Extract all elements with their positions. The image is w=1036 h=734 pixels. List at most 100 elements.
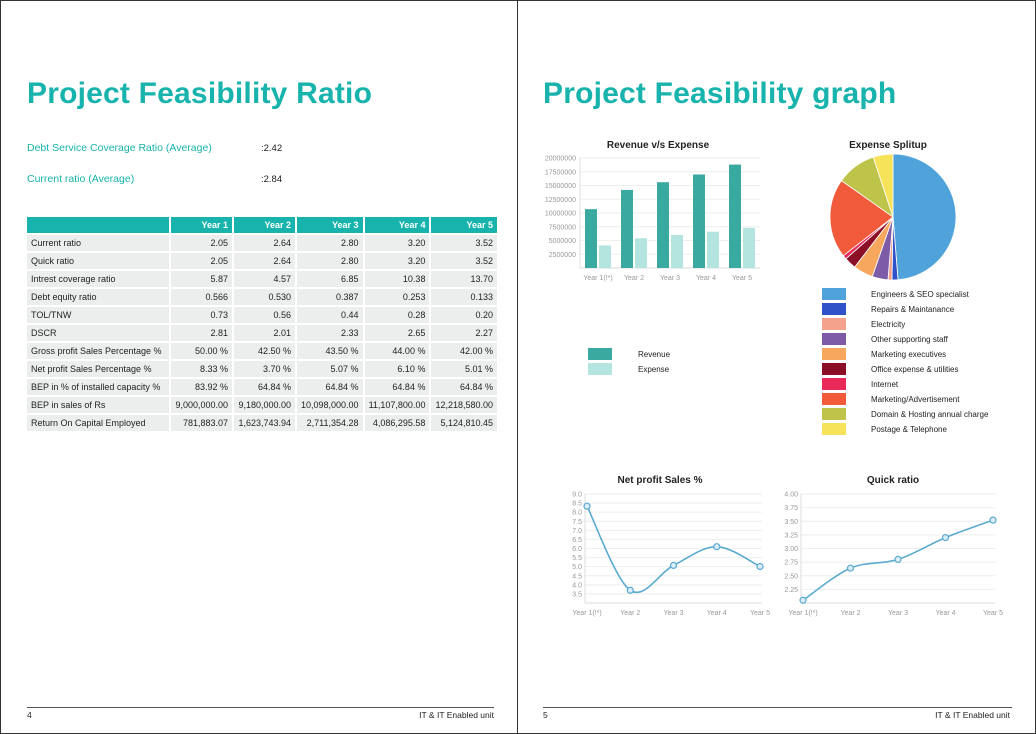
data-point: [626, 586, 634, 594]
legend-label: Domain & Hosting annual charge: [871, 410, 989, 419]
x-tick-label: Year 3: [664, 610, 684, 617]
quick-ratio-line-chart: 4.00 3.75 3.50 3.25 3.00 2.75 2.50 2.25 Year 1(!…: [784, 492, 1003, 618]
y-tick-label: 3.5: [572, 591, 582, 598]
table-cell: 43.50 %: [297, 343, 363, 359]
page-number: 4: [27, 710, 32, 720]
row-label: Intrest coverage ratio: [27, 271, 169, 287]
table-cell: 2,711,354.28: [297, 415, 363, 431]
legend-item: Postage & Telephone: [822, 423, 1032, 437]
data-point: [756, 562, 764, 571]
table-cell: 3.52: [431, 253, 498, 269]
y-tick-label: 5000000: [549, 238, 576, 245]
bar-expense: [671, 235, 683, 268]
y-tick-label: 2.50: [784, 573, 798, 580]
table-cell: 64.84 %: [234, 379, 295, 395]
table-cell: 2.05: [171, 253, 232, 269]
table-cell: 2.80: [297, 235, 363, 251]
x-tick-label: Year 4: [696, 275, 716, 282]
legend-swatch: [822, 303, 846, 315]
table-row: BEP in sales of Rs 9,000,000.00 9,180,000.…: [27, 397, 498, 413]
table-cell: 2.81: [171, 325, 232, 341]
legend-item: Engineers & SEO specialist: [822, 288, 1032, 302]
table-cell: 8.33 %: [171, 361, 232, 377]
table-header-cell: [27, 217, 169, 233]
table-cell: 781,883.07: [171, 415, 232, 431]
x-tick-label: Year 5: [732, 275, 752, 282]
table-cell: 1,623,743.94: [234, 415, 295, 431]
legend-item: Marketing/Advertisement: [822, 393, 1032, 407]
table-cell: 83.92 %: [171, 379, 232, 395]
y-tick-label: 3.00: [784, 546, 798, 553]
y-tick-label: 12500000: [545, 197, 576, 204]
y-tick-label: 15000000: [545, 183, 576, 190]
table-cell: 5.87: [171, 271, 232, 287]
y-tick-label: 20000000: [545, 156, 576, 163]
footer-unit: IT & IT Enabled unit: [935, 710, 1010, 720]
y-tick-label: 2.25: [784, 587, 798, 594]
legend-swatch: [822, 348, 846, 360]
x-tick-label: Year 5: [983, 610, 1003, 617]
table-cell: 0.44: [297, 307, 363, 323]
table-cell: 0.28: [364, 307, 430, 323]
table-row: Return On Capital Employed 781,883.07 1,62…: [27, 415, 498, 431]
page-title: Project Feasibility Ratio: [27, 77, 373, 110]
legend-swatch: [822, 363, 846, 375]
pie-slice: [892, 153, 957, 281]
table-cell: 2.64: [234, 253, 295, 269]
legend-label: Repairs & Maintanance: [871, 305, 955, 314]
legend-swatch: [822, 408, 846, 420]
summary-current-ratio: Current ratio (Average) :2.84: [27, 173, 282, 185]
pie-slice: [829, 180, 894, 257]
row-label: Current ratio: [27, 235, 169, 251]
table-cell: 0.566: [171, 289, 232, 305]
x-tick-label: Year 2: [620, 610, 640, 617]
data-point: [989, 516, 997, 524]
legend-item: Domain & Hosting annual charge: [822, 408, 1032, 422]
table-cell: 2.65: [364, 325, 430, 341]
table-cell: 2.33: [297, 325, 363, 341]
data-point: [941, 533, 950, 542]
ratio-table: Year 1 Year 2 Year 3 Year 4 Year 5 Curre…: [25, 215, 499, 433]
table-cell: 2.80: [297, 253, 363, 269]
pie-slice: [872, 153, 894, 218]
table-cell: 13.70: [431, 271, 498, 287]
row-label: Net profit Sales Percentage %: [27, 361, 169, 377]
chart-legend: Revenue Expense: [588, 348, 671, 375]
x-tick-label: Year 3: [888, 610, 908, 617]
y-tick-label: 7.5: [572, 519, 582, 526]
row-label: Gross profit Sales Percentage %: [27, 343, 169, 359]
legend-label: Expense: [638, 365, 670, 374]
table-cell: 3.70 %: [234, 361, 295, 377]
legend-swatch: [822, 393, 846, 405]
summary-label: Debt Service Coverage Ratio (Average): [27, 142, 212, 154]
legend-swatch: [822, 288, 846, 300]
table-cell: 9,180,000.00: [234, 397, 295, 413]
table-cell: 2.27: [431, 325, 498, 341]
footer-rule: [543, 707, 1012, 708]
legend-label: Revenue: [638, 350, 671, 359]
legend-label: Internet: [871, 380, 899, 389]
table-row: Debt equity ratio 0.566 0.530 0.387 0.253 0.1…: [27, 289, 498, 305]
y-tick-label: 9.0: [572, 492, 582, 499]
x-tick-label: Year 1(!*): [788, 610, 817, 617]
page-right: Project Feasibility graph Revenue v/s Ex…: [518, 0, 1036, 734]
bar-revenue: [585, 209, 597, 268]
bar-expense: [599, 245, 611, 268]
table-row: TOL/TNW 0.73 0.56 0.44 0.28 0.20: [27, 307, 498, 323]
data-point: [799, 596, 807, 604]
row-label: BEP in % of installed capacity %: [27, 379, 169, 395]
x-tick-label: Year 4: [936, 610, 956, 617]
bar-revenue: [621, 189, 633, 268]
table-header-cell: Year 4: [364, 217, 430, 233]
table-cell: 42.00 %: [431, 343, 498, 359]
table-header-row: Year 1 Year 2 Year 3 Year 4 Year 5: [27, 217, 498, 233]
table-row: Quick ratio 2.05 2.64 2.80 3.20 3.52: [27, 253, 498, 269]
y-tick-label: 5.0: [572, 564, 582, 571]
table-cell: 10.38: [364, 271, 430, 287]
row-label: BEP in sales of Rs: [27, 397, 169, 413]
table-cell: 3.20: [364, 253, 430, 269]
page-title: Project Feasibility graph: [543, 77, 897, 110]
chart-title: Quick ratio: [866, 475, 920, 486]
x-tick-label: Year 4: [707, 610, 727, 617]
table-header-cell: Year 3: [297, 217, 363, 233]
